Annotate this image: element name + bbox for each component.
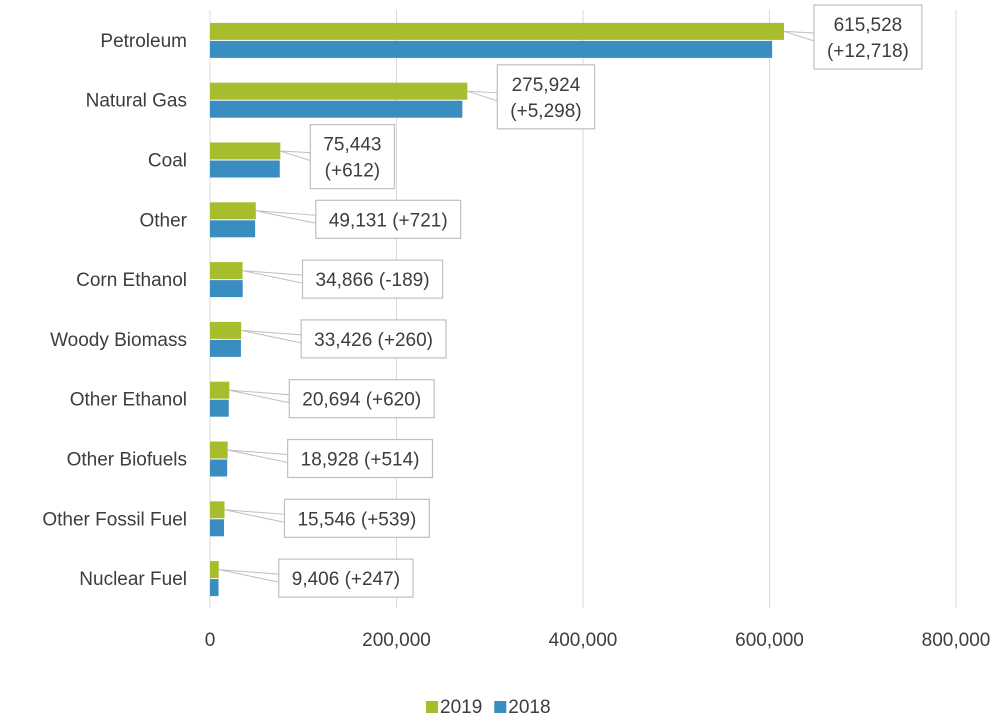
bar-2019-petroleum <box>210 22 784 40</box>
bar-2018-other <box>210 220 256 238</box>
x-tick-label: 200,000 <box>362 630 431 651</box>
callout: 18,928 (+514) <box>227 438 434 479</box>
callout-leader <box>467 90 498 102</box>
callout-label: (+612) <box>325 161 380 182</box>
callout-label: 275,924 <box>512 75 581 96</box>
category-label: Woody Biomass <box>50 330 187 351</box>
category-label: Other Fossil Fuel <box>42 509 187 530</box>
callout-box <box>300 319 447 359</box>
callout: 20,694 (+620) <box>229 379 435 419</box>
bar-2019-corn-ethanol <box>210 262 243 280</box>
category-label: Coal <box>148 151 187 172</box>
callout-label: 33,426 (+260) <box>314 330 433 351</box>
x-tick-label: 600,000 <box>735 630 804 651</box>
category-label: Nuclear Fuel <box>79 569 187 590</box>
category-label: Natural Gas <box>86 91 187 112</box>
legend-label: 2018 <box>508 697 550 718</box>
callout-label: (+12,718) <box>827 41 909 62</box>
category-label: Other Ethanol <box>70 390 187 411</box>
bar-2018-other-fossil-fuel <box>210 519 224 537</box>
legend-swatch-2019 <box>426 701 438 713</box>
callout-label: 15,546 (+539) <box>297 509 416 530</box>
bar-2018-natural-gas <box>210 100 463 118</box>
callout: 615,528 (+12,718) <box>783 4 923 70</box>
callout-box <box>496 64 596 130</box>
bar-2018-nuclear-fuel <box>210 579 219 597</box>
callout-leader <box>229 389 290 404</box>
callout-label: 615,528 <box>834 15 903 36</box>
callout-box <box>309 123 396 190</box>
callout-label: 9,406 (+247) <box>292 569 400 590</box>
bar-2018-other-biofuels <box>210 459 228 477</box>
bar-2018-coal <box>210 160 280 178</box>
callout-leader <box>218 569 280 583</box>
callout-leader <box>255 210 317 224</box>
callout: 33,426 (+260) <box>241 319 447 359</box>
callout-leader <box>242 270 304 284</box>
callout: 34,866 (-189) <box>242 259 444 299</box>
callout-leader <box>227 449 289 464</box>
callout-leader <box>783 30 815 42</box>
category-label: Petroleum <box>100 31 187 52</box>
callout-label: 18,928 (+514) <box>301 450 420 471</box>
callout-label: 75,443 <box>323 135 381 156</box>
bar-2018-corn-ethanol <box>210 280 243 298</box>
bar-2019-other-ethanol <box>210 381 230 399</box>
callout-box <box>288 379 435 419</box>
bar-2018-woody-biomass <box>210 339 241 357</box>
bar-2018-petroleum <box>210 40 773 58</box>
bar-2019-woody-biomass <box>210 321 242 339</box>
callout-label: 49,131 (+721) <box>329 210 448 231</box>
callout-leader <box>224 509 285 523</box>
callout: 49,131 (+721) <box>255 199 462 239</box>
callout-box <box>813 4 923 70</box>
legend-swatch-2018 <box>494 701 507 713</box>
callout-box <box>283 498 430 538</box>
bar-2019-other-fossil-fuel <box>210 501 225 519</box>
callout: 15,546 (+539) <box>224 498 430 538</box>
x-tick-label: 400,000 <box>549 630 618 651</box>
callout: 275,924 (+5,298) <box>467 64 596 130</box>
callout-box <box>287 438 434 479</box>
x-tick-label: 0 <box>205 630 216 651</box>
callout-leader <box>241 329 302 344</box>
callout-label: (+5,298) <box>510 101 581 122</box>
bar-2018-other-ethanol <box>210 399 229 417</box>
bars <box>210 22 784 597</box>
legend: 2019 2018 <box>426 697 551 718</box>
data-callouts: 615,528 (+12,718) 275,924 (+5,298) 75,443 (+6… <box>218 4 923 598</box>
bar-2019-coal <box>210 142 281 160</box>
callout: 75,443 (+612) <box>280 123 396 190</box>
callout-leader <box>280 150 311 162</box>
x-tick-label: 800,000 <box>922 630 991 651</box>
category-label: Other <box>139 210 187 231</box>
category-label: Corn Ethanol <box>76 270 187 291</box>
bar-2019-nuclear-fuel <box>210 561 219 579</box>
bar-2019-other <box>210 202 256 220</box>
callout: 9,406 (+247) <box>218 558 414 598</box>
callout-box <box>278 558 414 598</box>
bar-2019-other-biofuels <box>210 441 228 459</box>
callout-box <box>315 199 462 239</box>
category-labels: Petroleum Natural Gas Coal Other Corn Ethano… <box>42 31 187 590</box>
x-axis-ticks: 0 200,000 400,000 600,000 800,000 <box>205 630 991 651</box>
category-label: Other Biofuels <box>67 450 187 471</box>
callout-label: 34,866 (-189) <box>316 270 430 291</box>
bar-2019-natural-gas <box>210 82 468 100</box>
callout-label: 20,694 (+620) <box>302 390 421 411</box>
legend-label: 2019 <box>440 697 482 718</box>
callout-box <box>301 259 444 299</box>
